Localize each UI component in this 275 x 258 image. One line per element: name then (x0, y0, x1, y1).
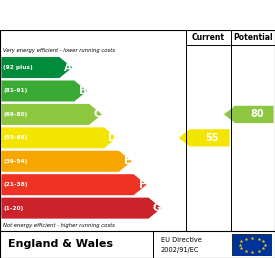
Polygon shape (224, 106, 274, 123)
Polygon shape (1, 151, 132, 172)
Text: EU Directive: EU Directive (161, 237, 202, 243)
Text: E: E (124, 156, 131, 166)
Text: C: C (94, 109, 101, 119)
Text: Current: Current (192, 33, 225, 42)
Text: 2002/91/EC: 2002/91/EC (161, 247, 199, 253)
Text: (81-91): (81-91) (3, 88, 28, 93)
Text: 80: 80 (250, 109, 264, 119)
Polygon shape (179, 129, 230, 147)
Polygon shape (1, 104, 102, 125)
Text: (1-20): (1-20) (3, 206, 24, 211)
Text: G: G (152, 203, 161, 213)
Text: B: B (79, 86, 87, 96)
Text: (92 plus): (92 plus) (3, 65, 33, 70)
Text: Potential: Potential (233, 33, 273, 42)
Polygon shape (1, 80, 87, 101)
Text: England & Wales: England & Wales (8, 239, 113, 249)
Text: (21-38): (21-38) (3, 182, 28, 187)
Text: (39-54): (39-54) (3, 159, 28, 164)
Text: A: A (64, 62, 72, 72)
Text: (69-80): (69-80) (3, 112, 28, 117)
Text: Energy Efficiency Rating: Energy Efficiency Rating (8, 8, 192, 21)
Polygon shape (1, 57, 72, 78)
Text: (55-68): (55-68) (3, 135, 28, 140)
Text: Not energy efficient - higher running costs: Not energy efficient - higher running co… (3, 223, 115, 228)
Text: 55: 55 (206, 133, 219, 143)
Text: F: F (139, 180, 146, 190)
Polygon shape (1, 174, 147, 195)
Text: D: D (108, 133, 116, 143)
Polygon shape (1, 127, 117, 148)
Polygon shape (1, 198, 161, 219)
Text: Very energy efficient - lower running costs: Very energy efficient - lower running co… (3, 48, 115, 53)
